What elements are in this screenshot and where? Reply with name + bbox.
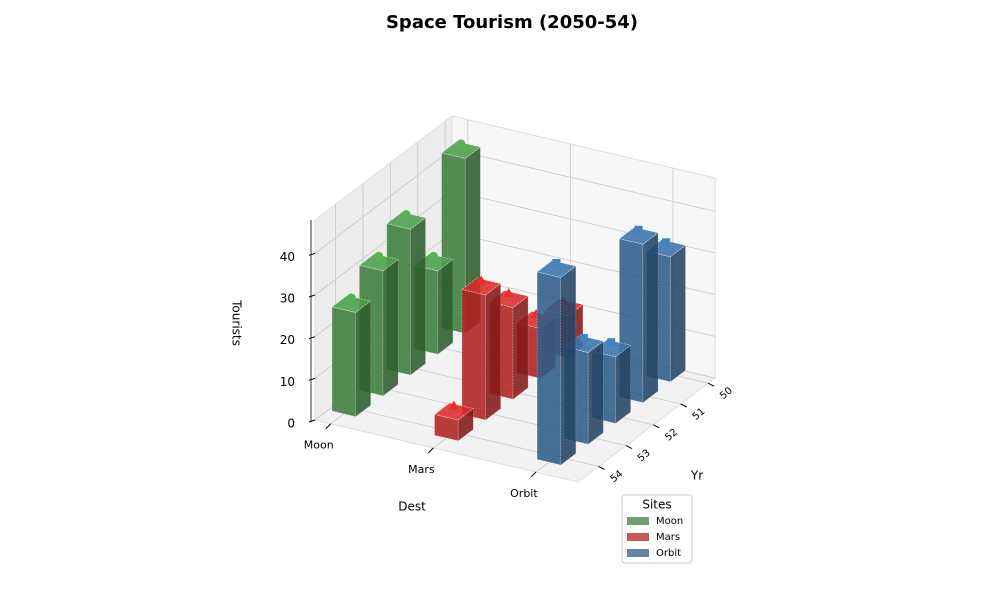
bar-side: [355, 300, 372, 418]
bar-marker: [579, 334, 588, 343]
legend-title: Sites: [642, 498, 671, 512]
bar: [433, 402, 474, 442]
bar-side: [485, 282, 501, 421]
legend-box: [621, 494, 693, 564]
legend-label: Orbit: [656, 548, 681, 559]
bar-front: [536, 271, 562, 466]
y-tick-label: 54: [608, 468, 625, 485]
bar-marker: [503, 288, 514, 298]
y-tick-label: 50: [718, 385, 735, 402]
bar-marker: [374, 251, 384, 261]
x-axis-label: Dest: [398, 500, 426, 514]
bar-marker: [456, 139, 466, 149]
legend-swatch: [627, 549, 649, 557]
bar-side: [437, 258, 454, 355]
bar-top: [536, 260, 577, 278]
bar-top: [440, 141, 481, 159]
z-tick-label: 40: [280, 250, 295, 264]
bar-top: [461, 277, 502, 296]
bar-front: [461, 289, 486, 421]
bar-side: [560, 265, 577, 466]
z-tick-label: 30: [280, 292, 295, 306]
x-tick: [427, 447, 434, 454]
x-tick-label: Mars: [408, 463, 435, 476]
bar-marker: [346, 293, 356, 303]
x-tick-label: Moon: [304, 439, 334, 452]
bar-side: [670, 244, 686, 383]
bar-marker: [634, 225, 643, 234]
bar-top: [358, 253, 399, 272]
bar-side: [615, 344, 631, 424]
bar-marker: [401, 210, 411, 220]
z-tick-label: 10: [280, 375, 295, 389]
z-tick-label: 20: [280, 333, 295, 347]
x-tick-label: Orbit: [510, 487, 538, 500]
y-tick-label: 53: [636, 448, 653, 465]
bar-marker: [476, 275, 487, 285]
bar-side: [512, 295, 529, 400]
bar-marker: [448, 400, 459, 410]
bar-side: [642, 232, 659, 404]
bar-marker: [552, 258, 561, 267]
legend-label: Mars: [656, 532, 680, 543]
legend-label: Moon: [656, 516, 683, 527]
z-axis-label: Tourists: [230, 299, 244, 346]
bar: [536, 260, 577, 466]
chart-title: Space Tourism (2050-54): [386, 12, 638, 33]
z-tick: [308, 419, 316, 423]
y-tick: [598, 465, 605, 470]
y-tick-label: 51: [691, 406, 708, 423]
bar-marker: [662, 238, 671, 247]
y-tick: [625, 445, 633, 450]
y-tick: [653, 424, 660, 429]
y-tick-label: 52: [663, 427, 680, 444]
y-tick: [680, 403, 687, 408]
bar-marker: [607, 338, 616, 347]
bar-marker: [429, 251, 439, 261]
bar-top: [386, 211, 427, 230]
bar-top: [433, 402, 474, 421]
z-tick: [308, 336, 316, 340]
legend-swatch: [627, 533, 649, 541]
y-tick: [707, 382, 715, 387]
bar-front: [331, 306, 356, 418]
y-axis-label: Yr: [690, 469, 703, 483]
bar-side: [587, 340, 604, 445]
legend-swatch: [627, 517, 649, 525]
z-tick: [308, 377, 316, 381]
bar-side: [382, 258, 399, 397]
bar-top: [618, 226, 659, 245]
bar: [331, 295, 372, 418]
z-tick: [308, 294, 316, 298]
bar-top: [331, 295, 372, 313]
bar-side: [410, 217, 426, 376]
z-tick: [308, 252, 316, 256]
z-tick-label: 0: [287, 417, 295, 431]
x-tick: [530, 471, 537, 478]
x-tick: [325, 423, 332, 430]
bar: [461, 277, 502, 421]
